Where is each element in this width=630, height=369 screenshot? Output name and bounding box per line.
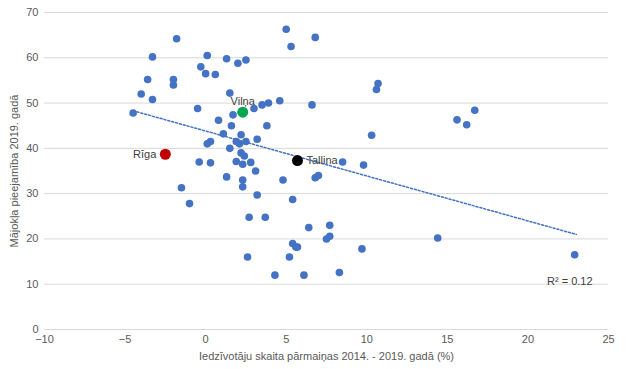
- svg-text:10: 10: [26, 278, 38, 290]
- svg-text:5: 5: [283, 333, 289, 345]
- svg-text:Iedzīvotāju skaita pārmaiņas 2: Iedzīvotāju skaita pārmaiņas 2014. - 201…: [199, 350, 454, 362]
- svg-text:40: 40: [26, 142, 38, 154]
- svg-text:0: 0: [32, 323, 38, 335]
- svg-text:Mājokļa pieejamība 2019. gadā: Mājokļa pieejamība 2019. gadā: [8, 94, 20, 248]
- svg-text:70: 70: [26, 6, 38, 18]
- svg-text:20: 20: [522, 333, 534, 345]
- svg-text:50: 50: [26, 97, 38, 109]
- svg-text:R² = 0.12: R² = 0.12: [547, 275, 593, 287]
- svg-text:15: 15: [441, 333, 453, 345]
- svg-text:Tallina: Tallina: [306, 154, 338, 166]
- svg-text:60: 60: [26, 51, 38, 63]
- svg-text:Vilņa: Vilņa: [231, 95, 256, 107]
- svg-text:Rīga: Rīga: [133, 148, 157, 160]
- svg-text:30: 30: [26, 187, 38, 199]
- svg-text:20: 20: [26, 232, 38, 244]
- svg-text:0: 0: [203, 333, 209, 345]
- svg-text:25: 25: [602, 333, 614, 345]
- svg-text:10: 10: [361, 333, 373, 345]
- svg-text:−10: −10: [35, 333, 54, 345]
- svg-text:−5: −5: [119, 333, 132, 345]
